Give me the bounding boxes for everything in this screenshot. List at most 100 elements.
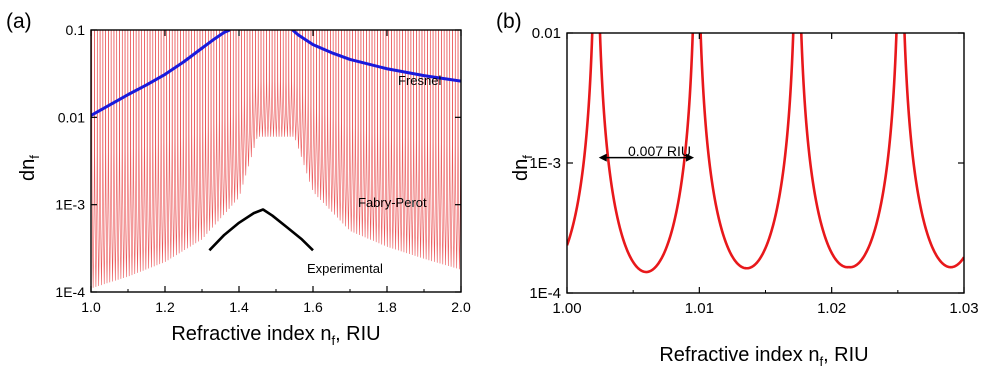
x-axis-title-a-unit: , RIU	[335, 323, 381, 345]
fabry-perot-resonance	[238, 30, 242, 194]
b-xtick-label: 1.02	[817, 300, 846, 317]
y-axis-title-b: dnf	[510, 155, 535, 181]
fabry-perot-resonance	[382, 30, 387, 246]
fabry-perot-resonance	[435, 30, 439, 263]
fabry-perot-resonance	[146, 30, 151, 269]
fabry-perot-resonance	[210, 30, 215, 228]
resonance-series	[567, 33, 964, 274]
fabry-perot-resonance	[321, 30, 326, 203]
fabry-perot-resonance	[429, 30, 434, 262]
fabry-perot-resonance	[285, 30, 290, 137]
x-axis-title-b: Refractive index nf, RIU	[659, 344, 868, 369]
fabry-perot-resonance	[352, 30, 356, 233]
b-ytick-label: 1E-3	[529, 155, 561, 172]
fabry-perot-resonance	[199, 30, 204, 240]
fabry-perot-resonance	[96, 30, 101, 286]
a-xtick-label: 1.8	[377, 299, 397, 315]
fabry-perot-resonance	[366, 30, 370, 239]
x-axis-a: 1.0 1.2 1.4 1.6 1.8 2.0	[81, 30, 471, 315]
fabry-perot-resonance	[255, 30, 259, 139]
x-axis-title-b-sub: f	[819, 354, 823, 369]
fabry-perot-resonance	[427, 30, 431, 261]
fabry-perot-resonance	[244, 30, 248, 176]
x-axis-title-b-unit: , RIU	[823, 344, 869, 366]
fabry-perot-resonance	[257, 30, 262, 137]
y-axis-title-b-sub: f	[520, 155, 535, 159]
a-xtick-label: 1.2	[155, 299, 175, 315]
fabry-perot-resonance	[163, 30, 167, 262]
fabry-perot-resonance	[110, 30, 115, 282]
panel-b-label: (b)	[496, 10, 522, 33]
fabry-perot-resonance	[368, 30, 373, 240]
fabry-perot-resonance	[441, 30, 445, 265]
fabry-perot-resonance	[454, 30, 459, 269]
fabry-perot-resonance	[205, 30, 209, 234]
fabry-perot-resonance	[260, 30, 265, 137]
x-axis-title-b-main: Refractive index n	[659, 344, 819, 366]
fabry-perot-resonance	[263, 30, 267, 137]
y-axis-title-b-main: dn	[510, 159, 532, 181]
fabry-perot-resonance	[452, 30, 456, 268]
fabry-perot-resonance	[377, 30, 381, 244]
fabry-perot-resonance	[332, 30, 337, 215]
fabry-perot-resonance	[271, 30, 276, 137]
fabry-perot-resonance	[135, 30, 140, 273]
fabry-perot-resonance	[443, 30, 448, 266]
fabry-perot-resonance	[363, 30, 367, 238]
fabry-perot-resonance	[402, 30, 406, 253]
fabry-perot-resonance	[341, 30, 345, 224]
fabry-perot-resonance	[305, 30, 309, 174]
y-axis-title-a-main: dn	[17, 159, 39, 181]
fabry-perot-resonance	[213, 30, 217, 225]
fabry-perot-resonance	[149, 30, 154, 268]
fabry-perot-resonance	[296, 30, 301, 149]
fabry-perot-resonance	[171, 30, 176, 257]
fabry-perot-resonance	[266, 30, 270, 137]
fabry-perot-resonance	[391, 30, 395, 249]
y-axis-b: 1E-4 1E-3 0.01	[529, 25, 964, 302]
fabry-perot-resonance	[288, 30, 292, 137]
fabry-perot-resonance	[102, 30, 106, 285]
fabry-perot-resonance	[282, 30, 287, 137]
fabry-perot-resonance	[94, 30, 98, 287]
a-ytick-label: 1E-3	[55, 197, 85, 213]
fabry-perot-resonance	[113, 30, 118, 281]
fabry-perot-resonance	[349, 30, 353, 232]
fabry-perot-resonance	[327, 30, 331, 209]
fabry-perot-resonance	[330, 30, 334, 212]
fabry-perot-resonance	[166, 30, 170, 261]
x-axis-b: 1.00 1.01 1.02 1.03	[552, 33, 979, 317]
fabry-perot-resonance	[241, 30, 245, 185]
fabry-perot-resonance	[246, 30, 251, 167]
fabry-perot-resonance	[371, 30, 376, 241]
fabry-perot-resonance	[141, 30, 145, 271]
legend-fabry-perot: Fabry-Perot	[358, 195, 427, 210]
fabry-perot-resonance	[424, 30, 428, 260]
fabry-perot-resonance	[235, 30, 240, 200]
legend-fresnel: Fresnel	[398, 73, 441, 88]
fabry-perot-resonance	[307, 30, 312, 182]
fabry-perot-resonance	[119, 30, 123, 279]
fabry-perot-resonance	[99, 30, 104, 286]
fabry-perot-resonance	[130, 30, 134, 276]
fabry-perot-resonance	[418, 30, 423, 258]
annotation-arrowhead-right	[686, 153, 695, 162]
fabry-perot-resonance	[405, 30, 409, 254]
fabry-perot-resonance	[216, 30, 220, 222]
fabry-perot-resonance	[152, 30, 156, 267]
b-xtick-label: 1.00	[552, 300, 581, 317]
fabry-perot-resonance	[396, 30, 401, 251]
fabry-perot-resonance	[177, 30, 181, 254]
fabry-perot-resonance	[310, 30, 315, 190]
fabry-perot-resonance	[207, 30, 212, 231]
fabry-perot-resonance	[105, 30, 109, 284]
fabry-perot-resonance	[432, 30, 437, 262]
fabry-perot-resonance	[416, 30, 420, 257]
annotation-arrowhead-left	[598, 153, 607, 162]
fabry-perot-resonance	[221, 30, 226, 216]
experimental-line	[208, 208, 314, 252]
a-ytick-label: 0.01	[58, 109, 85, 125]
fabry-perot-resonance	[318, 30, 323, 201]
fabry-perot-resonance	[185, 30, 190, 249]
